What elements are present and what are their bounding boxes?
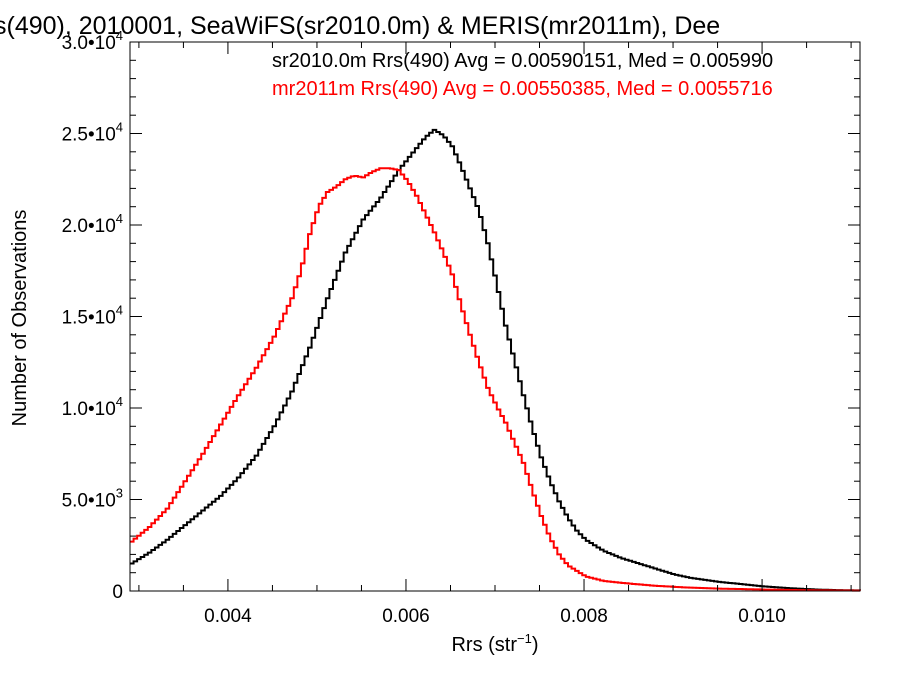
- y-tick-label: 1.5•104: [62, 303, 123, 329]
- y-tick-exponent: 4: [116, 394, 123, 409]
- series-line-black: [130, 128, 861, 592]
- x-axis-label-superscript: −1: [517, 631, 532, 646]
- y-axis-label: Number of Observations: [9, 210, 31, 427]
- x-axis-label-main: Rrs (str: [451, 634, 517, 656]
- y-tick-label: 3.0•104: [62, 28, 123, 54]
- ticks-layer: 0.004 0.006 0.008 0.01005.0•1031.0•1041.5•1…: [62, 28, 860, 627]
- y-tick-exponent: 4: [116, 303, 123, 318]
- series-layer: [130, 128, 861, 592]
- y-tick-mantissa: 0: [112, 582, 123, 603]
- y-tick-label: 5.0•103: [62, 486, 123, 512]
- legend-annotation-red: mr2011m Rrs(490) Avg = 0.00550385, Med =…: [272, 78, 773, 100]
- y-tick-exponent: 4: [116, 28, 123, 43]
- y-tick-mantissa: 2.5•10: [62, 125, 116, 146]
- y-tick-mantissa: 5.0•10: [62, 491, 116, 512]
- y-tick-exponent: 4: [116, 120, 123, 135]
- y-tick-label: 2.5•104: [62, 120, 123, 146]
- y-tick-exponent: 3: [116, 486, 123, 501]
- x-tick-label: 0.006: [382, 606, 430, 627]
- y-tick-label: 0: [112, 582, 123, 603]
- x-tick-label: 0.008: [560, 606, 608, 627]
- y-tick-mantissa: 2.0•10: [62, 216, 116, 237]
- series-line-red: [130, 167, 861, 592]
- chart-title: s(490), 2010001, SeaWiFS(sr2010.0m) & ME…: [0, 12, 720, 40]
- y-tick-label: 1.0•104: [62, 394, 123, 420]
- y-tick-label: 2.0•104: [62, 211, 123, 237]
- x-axis-label-suffix: ): [532, 634, 539, 656]
- legend-annotation-black: sr2010.0m Rrs(490) Avg = 0.00590151, Med…: [272, 50, 773, 72]
- x-tick-label: 0.010: [738, 606, 786, 627]
- y-tick-mantissa: 1.0•10: [62, 399, 116, 420]
- x-axis-label: Rrs (str−1): [451, 631, 538, 656]
- x-tick-label: 0.004: [204, 606, 252, 627]
- y-tick-mantissa: 3.0•10: [62, 33, 116, 54]
- y-tick-exponent: 4: [116, 211, 123, 226]
- y-tick-mantissa: 1.5•10: [62, 308, 116, 329]
- plot-frame: [129, 41, 861, 592]
